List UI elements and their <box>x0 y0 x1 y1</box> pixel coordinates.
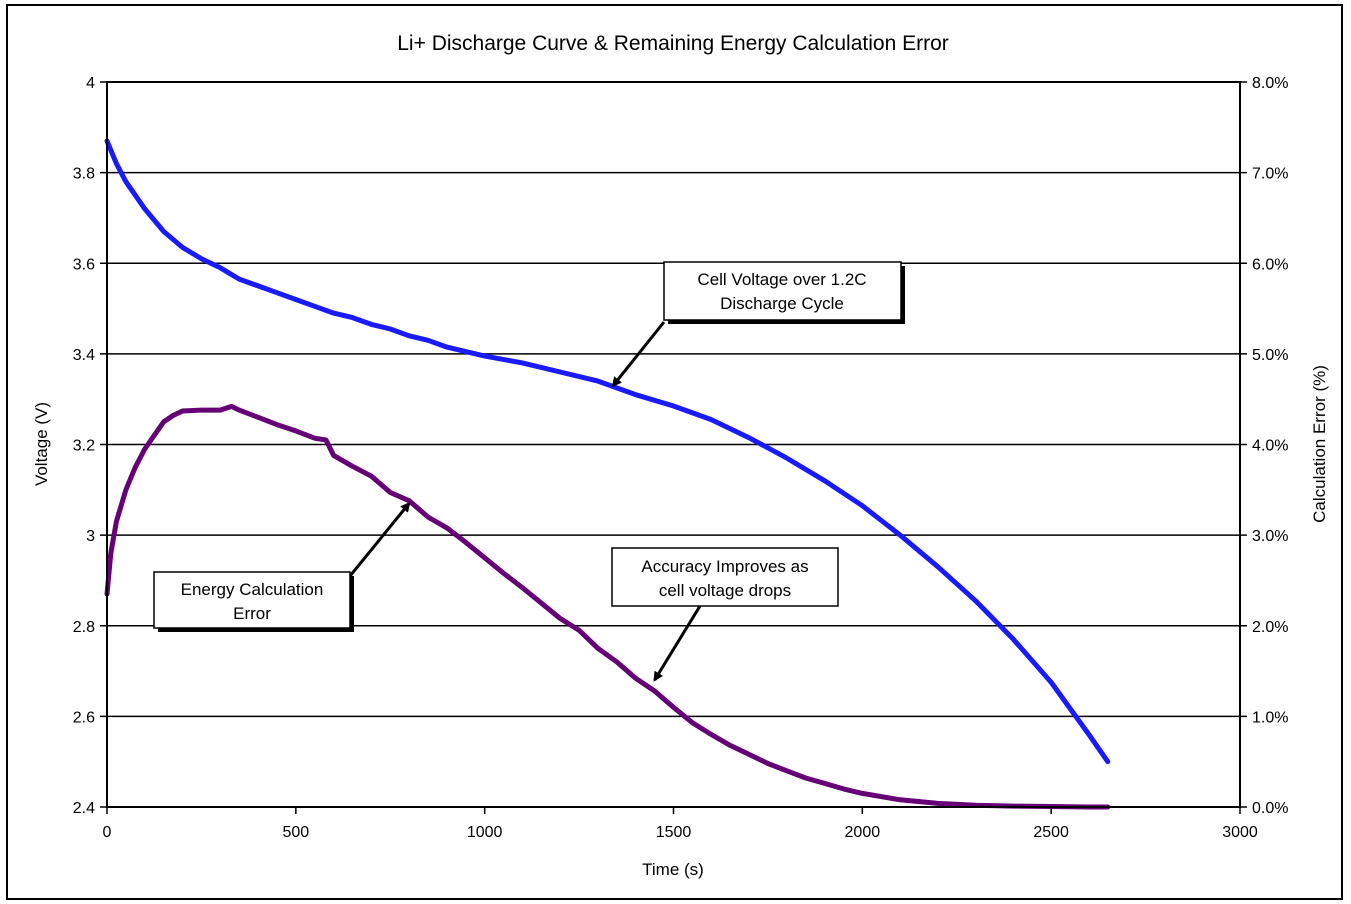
error-annotation-arrow <box>348 501 411 577</box>
x-tick-label: 0 <box>103 824 112 841</box>
y2-tick-label: 5.0% <box>1252 347 1288 364</box>
y2-tick-label: 1.0% <box>1252 709 1288 726</box>
voltage-annotation-line-2: Discharge Cycle <box>720 294 844 313</box>
y2-tick-label: 2.0% <box>1252 619 1288 636</box>
y-tick-label: 3.2 <box>73 438 95 455</box>
y2-tick-label: 7.0% <box>1252 166 1288 183</box>
y-axis-ticks: 2.4 2.6 2.8 3 3.2 3.4 3.6 3.8 4 <box>73 75 107 817</box>
error-series-line <box>104 403 1111 810</box>
y2-tick-label: 3.0% <box>1252 528 1288 545</box>
x-axis-ticks: 0 500 1000 1500 2000 2500 3000 <box>103 807 1258 841</box>
y-tick-label: 2.4 <box>73 800 95 817</box>
accuracy-annotation-line-1: Accuracy Improves as <box>641 557 808 576</box>
y-tick-label: 3 <box>86 528 95 545</box>
x-axis-label: Time (s) <box>642 860 704 879</box>
error-annotation-line-1: Energy Calculation <box>181 580 324 599</box>
error-annotation-box <box>153 571 351 629</box>
y-tick-label: 3.8 <box>73 166 95 183</box>
chart-title: Li+ Discharge Curve & Remaining Energy C… <box>397 32 949 55</box>
accuracy-annotation: Accuracy Improves as cell voltage drops <box>611 547 839 682</box>
x-tick-label: 3000 <box>1222 824 1258 841</box>
gridlines <box>107 171 1240 718</box>
y-tick-label: 4 <box>86 75 95 92</box>
error-annotation-line-2: Error <box>233 604 271 623</box>
chart-frame <box>6 4 1343 900</box>
y-tick-label: 2.6 <box>73 709 95 726</box>
voltage-series-line <box>104 138 1111 765</box>
y2-tick-label: 0.0% <box>1252 800 1288 817</box>
x-tick-label: 500 <box>282 824 309 841</box>
voltage-annotation-box <box>663 261 902 321</box>
y2-axis-ticks: 0.0% 1.0% 2.0% 3.0% 4.0% 5.0% 6.0% 7.0% 8.0% <box>1240 75 1288 817</box>
y2-axis-label: Calculation Error (%) <box>1310 365 1329 523</box>
error-annotation: Energy Calculation Error <box>153 501 411 632</box>
x-tick-label: 2000 <box>845 824 881 841</box>
voltage-annotation: Cell Voltage over 1.2C Discharge Cycle <box>611 261 905 388</box>
y-axis-label: Voltage (V) <box>32 402 51 486</box>
y-tick-label: 3.4 <box>73 347 95 364</box>
x-tick-label: 1000 <box>467 824 503 841</box>
y2-tick-label: 8.0% <box>1252 75 1288 92</box>
y2-tick-label: 4.0% <box>1252 438 1288 455</box>
y2-tick-label: 6.0% <box>1252 256 1288 273</box>
series-layer <box>104 138 1111 810</box>
voltage-annotation-arrow <box>611 321 666 388</box>
accuracy-annotation-arrow <box>653 605 702 682</box>
y-tick-label: 3.6 <box>73 256 95 273</box>
accuracy-annotation-box <box>611 547 839 607</box>
y-tick-label: 2.8 <box>73 619 95 636</box>
x-tick-label: 1500 <box>656 824 692 841</box>
x-tick-label: 2500 <box>1033 824 1069 841</box>
voltage-annotation-line-1: Cell Voltage over 1.2C <box>697 270 866 289</box>
accuracy-annotation-line-2: cell voltage drops <box>659 581 791 600</box>
